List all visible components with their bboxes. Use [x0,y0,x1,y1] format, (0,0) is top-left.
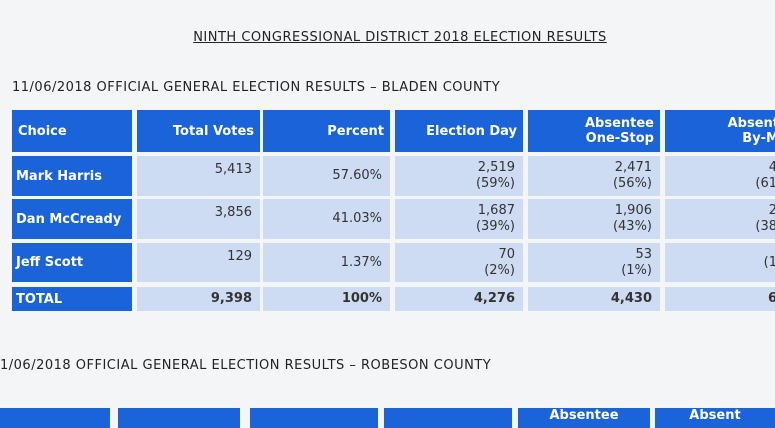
cell-line: Percent [327,123,384,139]
cell-line: 2,519 [477,160,515,175]
data-cell: 70 (2%) [395,243,523,282]
cell-line: 53 [635,246,652,262]
total-cell: 100% [263,287,390,311]
cell-line: (2%) [484,262,515,278]
cell-line: 2,471 [614,160,652,175]
cell-line: 1,906 [614,203,652,218]
column-header: Election Day [395,110,523,152]
cell-line: 70 [498,246,515,262]
total-label: TOTAL [12,287,132,311]
cell-line: Absentee [549,408,619,423]
cell-line: (61 [755,176,775,191]
cell-line: (1 [763,254,775,270]
cell-line: (38 [755,219,775,234]
column-header: Absentee [518,408,650,428]
column-header: Absent [655,408,775,428]
cell-line: (59%) [475,176,515,191]
cell-line: 129 [227,249,252,264]
cell-line: (43%) [612,219,652,234]
total-cell: 9,398 [137,287,260,311]
cell-line: 1,687 [477,203,515,218]
cell-line: Election Day [426,123,517,139]
cell-line: (39%) [475,219,515,234]
cell-line: Absent [727,116,775,131]
cell-line: Dan McCready [16,211,122,227]
data-cell: 41.03% [263,199,390,239]
cell-line: 57.60% [332,168,382,183]
total-cell: 4,430 [528,287,660,311]
data-cell: 3,856 [137,199,260,239]
cell-line: 5,413 [214,162,252,177]
column-header [384,408,512,428]
data-cell: 1,906 (43%) [528,199,660,239]
data-cell: 57.60% [263,156,390,196]
cell-line: Absent [689,408,741,423]
cell-line: (1%) [621,262,652,278]
data-cell: (1 [665,243,775,282]
cell-line: (56%) [612,176,652,191]
cell-line: 2 [768,203,775,218]
data-cell: 4 (61 [665,156,775,196]
section-heading: 11/06/2018 OFFICIAL GENERAL ELECTION RES… [12,80,501,95]
cell-line: Total Votes [172,123,254,139]
total-cell: 4,276 [395,287,523,311]
total-cell: 6 [665,287,775,311]
choice-cell: Mark Harris [12,156,132,196]
data-cell: 5,413 [137,156,260,196]
column-header: Absent By-M [665,110,775,152]
choice-cell: Dan McCready [12,199,132,239]
column-header: Absentee One-Stop [528,110,660,152]
column-header [250,408,378,428]
choice-cell: Jeff Scott [12,243,132,282]
cell-line: One-Stop [585,131,654,146]
data-cell: 2 (38 [665,199,775,239]
cell-line: Choice [18,123,67,139]
cell-line: Mark Harris [16,168,102,184]
column-header [0,408,110,428]
page-title: NINTH CONGRESSIONAL DISTRICT 2018 ELECTI… [193,30,607,45]
cell-line: 1.37% [340,254,382,270]
data-cell: 2,471 (56%) [528,156,660,196]
cell-line: Jeff Scott [16,255,84,270]
cell-line: 3,856 [214,205,252,220]
section-heading: 1/06/2018 OFFICIAL GENERAL ELECTION RESU… [0,358,492,373]
column-header: Percent [263,110,390,152]
data-cell: 2,519 (59%) [395,156,523,196]
column-header: Total Votes [137,110,260,152]
data-cell: 53 (1%) [528,243,660,282]
cell-line: 41.03% [332,211,382,226]
cell-line: 4 [768,160,775,175]
column-header [118,408,240,428]
column-header: Choice [12,110,132,152]
data-cell: 129 [137,243,260,282]
data-cell: 1.37% [263,243,390,282]
data-cell: 1,687 (39%) [395,199,523,239]
cell-line: By-M [742,131,775,146]
cell-line: Absentee [584,116,654,131]
